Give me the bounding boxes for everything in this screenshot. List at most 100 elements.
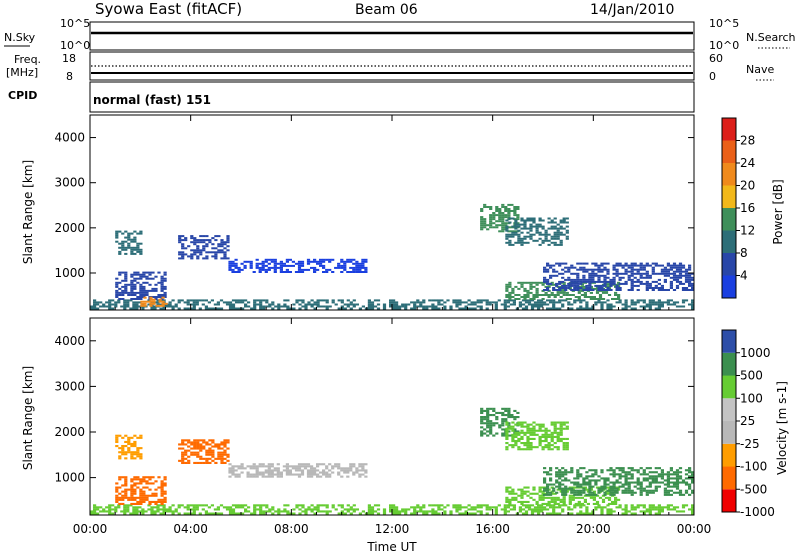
power-echo-cell [161, 302, 165, 305]
power-echo-cell [211, 247, 215, 250]
power-echo-cell [591, 280, 595, 283]
velocity-echo-cell [570, 491, 574, 494]
velocity-echo-cell [624, 508, 628, 511]
power-echo-cell [186, 303, 190, 306]
power-echo-cell [376, 299, 381, 302]
velocity-echo-cell [126, 508, 130, 511]
velocity-echo-cell [150, 510, 154, 513]
velocity-echo-cell [691, 475, 695, 478]
power-echo-cell [244, 305, 248, 308]
power-echo-cell [579, 307, 583, 310]
power-echo-cell [488, 301, 492, 304]
power-echo-cell [440, 299, 444, 302]
velocity-echo-cell [455, 508, 459, 511]
power-echo-cell [532, 298, 536, 300]
velocity-echo-cell [145, 482, 149, 485]
velocity-echo-cell [573, 491, 577, 494]
velocity-echo-cell [517, 433, 521, 436]
power-echo-cell [666, 299, 670, 302]
power-echo-cell [130, 238, 134, 241]
power-echo-cell [285, 260, 289, 263]
velocity-echo-cell [199, 447, 203, 450]
power-echo-cell [141, 307, 145, 310]
power-echo-cell [127, 291, 131, 294]
power-echo-cell [672, 262, 677, 265]
power-echo-cell [573, 289, 577, 291]
power-echo-cell [220, 239, 224, 242]
freq-panel [89, 51, 695, 81]
power-echo-cell [195, 301, 199, 304]
velocity-echo-cell [675, 483, 680, 486]
velocity-echo-cell [199, 449, 203, 452]
velocity-echo-cell [142, 486, 146, 489]
power-echo-cell [660, 264, 664, 267]
power-echo-cell [597, 299, 601, 302]
velocity-echo-cell [250, 512, 254, 515]
velocity-echo-cell [558, 469, 562, 472]
velocity-echo-cell [201, 508, 205, 511]
velocity-echo-cell [535, 423, 539, 426]
velocity-echo-cell [585, 483, 589, 486]
power-echo-cell [532, 219, 536, 222]
power-echo-cell [489, 218, 493, 221]
nsky-panel [89, 21, 695, 51]
velocity-echo-cell [507, 414, 511, 417]
power-echo-cell [511, 291, 515, 294]
power-echo-cell [550, 221, 554, 224]
velocity-echo-cell [621, 491, 625, 494]
velocity-echo-cell [231, 469, 235, 472]
power-echo-cell [271, 307, 275, 310]
power-echo-cell [279, 271, 283, 273]
power-echo-cell [190, 253, 194, 256]
velocity-echo-cell [651, 477, 655, 480]
velocity-echo-cell [270, 473, 274, 476]
power-echo-cell [501, 224, 505, 227]
velocity-echo-cell [645, 508, 649, 511]
velocity-echo-cell [512, 508, 516, 511]
velocity-echo-cell [505, 488, 509, 491]
velocity-echo-cell [226, 455, 230, 458]
velocity-echo-cell [565, 446, 569, 449]
velocity-echo-cell [136, 482, 140, 485]
velocity-echo-cell [562, 427, 566, 430]
velocity-echo-cell [533, 508, 538, 511]
velocity-echo-cell [684, 504, 689, 507]
velocity-echo-cell [612, 473, 616, 476]
power-echo-cell [370, 301, 375, 304]
power-echo-cell [246, 260, 250, 263]
power-echo-cell [352, 262, 356, 265]
velocity-echo-cell [627, 481, 631, 484]
power-echo-cell [498, 216, 502, 219]
velocity-echo-cell [398, 512, 402, 515]
power-echo-cell [124, 273, 128, 276]
velocity-echo-cell [598, 496, 603, 499]
velocity-echo-cell [576, 491, 580, 494]
velocity-echo-cell [422, 510, 426, 513]
velocity-echo-cell [672, 508, 677, 511]
power-echo-cell [96, 301, 100, 304]
velocity-echo-cell [615, 467, 619, 470]
power-echo-cell [364, 260, 368, 263]
power-echo-cell [594, 274, 598, 277]
power-echo-cell [535, 287, 539, 290]
velocity-echo-cell [532, 429, 536, 432]
power-echo-cell [181, 239, 185, 242]
freq-label: Freq. [14, 53, 41, 66]
power-echo-cell [118, 230, 122, 233]
power-echo-cell [549, 307, 553, 310]
velocity-echo-cell [675, 469, 680, 472]
velocity-echo-cell [211, 453, 215, 456]
power-echo-cell [319, 305, 323, 308]
power-echo-cell [319, 264, 323, 267]
velocity-echo-cell [264, 465, 268, 468]
velocity-echo-cell [340, 467, 344, 470]
power-echo-cell [306, 268, 311, 271]
power-echo-cell [597, 284, 601, 287]
velocity-echo-cell [500, 508, 504, 511]
velocity-echo-cell [624, 491, 628, 494]
power-echo-cell [139, 289, 143, 292]
power-echo-cell [503, 301, 507, 304]
velocity-echo-cell [108, 508, 112, 511]
velocity-echo-cell [252, 473, 256, 476]
